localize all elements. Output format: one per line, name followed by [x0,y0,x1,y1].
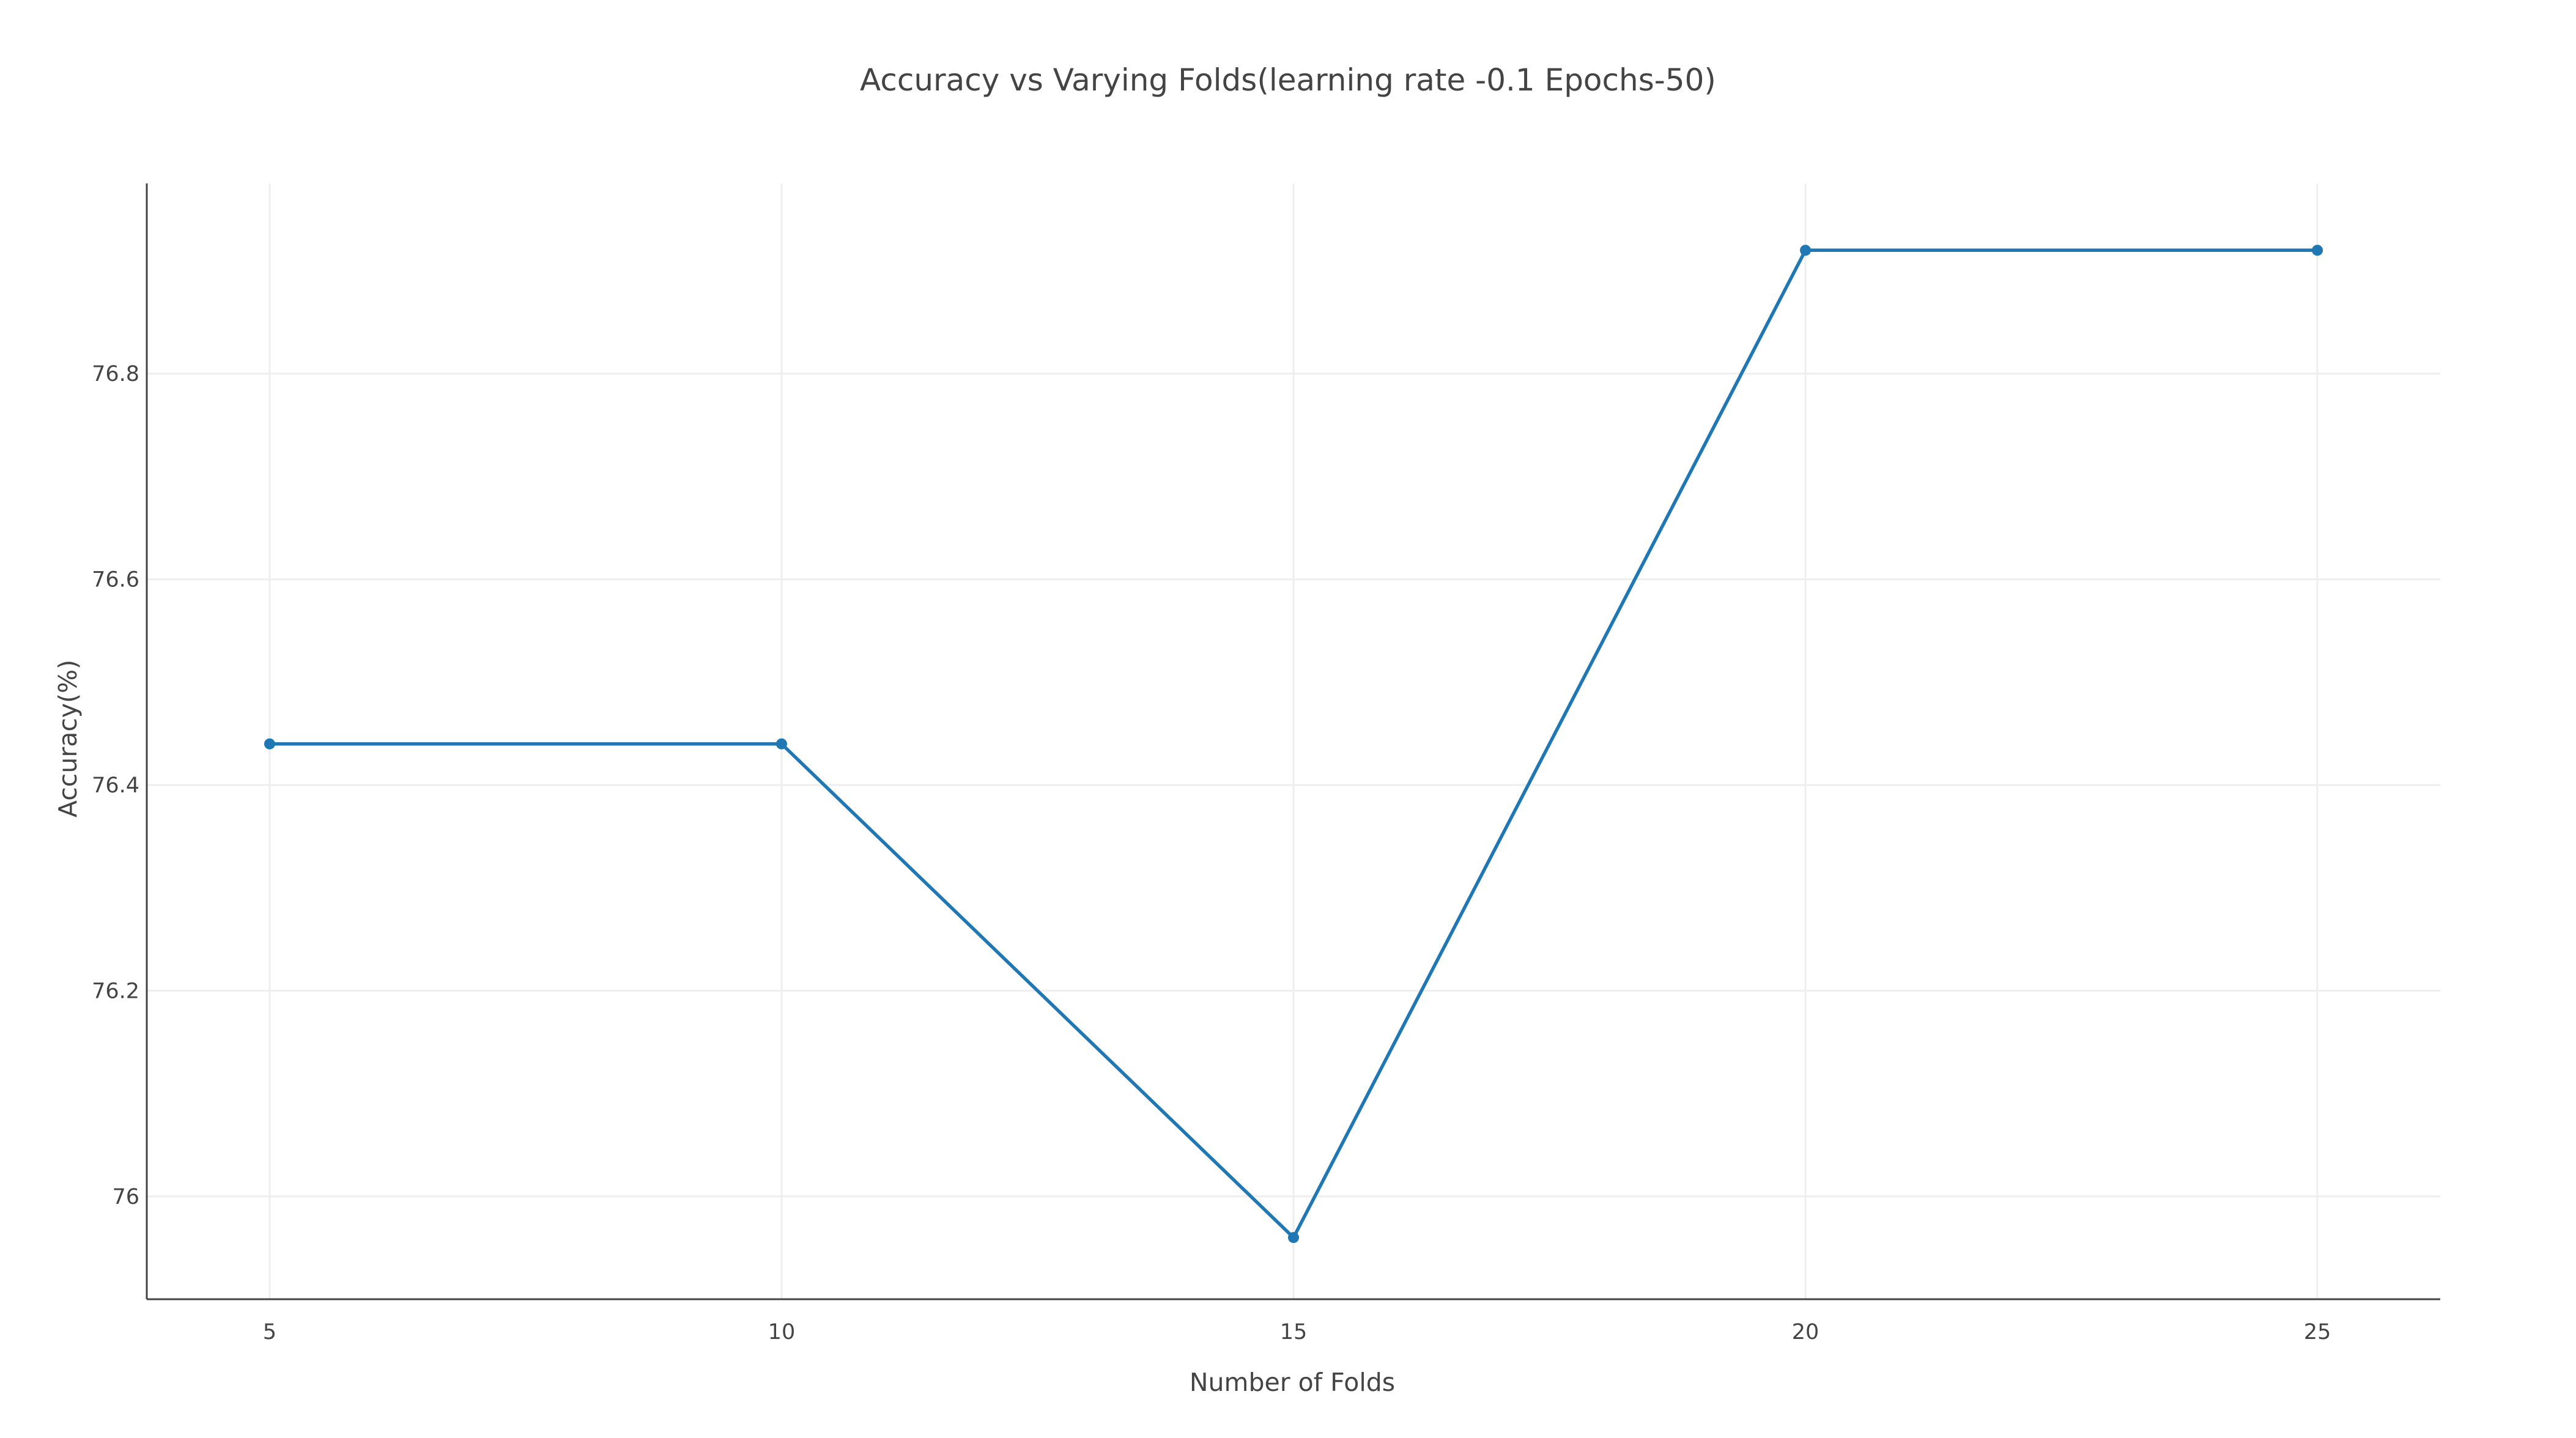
x-tick-label-1: 10 [768,1320,796,1344]
y-tick-label-2: 76.4 [92,773,139,798]
axes [146,183,2440,1300]
data-point-0-3[interactable] [1800,245,1812,256]
tick-labels: 5 10 15 20 25 76 76.2 76.4 76.6 76.8 [92,362,2331,1344]
y-tick-label-0: 76 [112,1185,139,1209]
data-point-0-4[interactable] [2312,245,2323,256]
chart-title: Accuracy vs Varying Folds(learning rate … [860,62,1716,98]
data-point-0-1[interactable] [775,738,787,750]
y-tick-label-4: 76.8 [92,362,139,386]
x-tick-label-0: 5 [263,1320,276,1344]
y-tick-label-1: 76.2 [92,979,139,1003]
x-tick-label-2: 15 [1280,1320,1308,1344]
y-tick-label-3: 76.6 [92,568,139,592]
y-axis-title: Accuracy(%) [53,660,83,817]
x-tick-label-3: 20 [1792,1320,1819,1344]
x-axis-title: Number of Folds [1190,1368,1395,1397]
data-point-0-2[interactable] [1288,1232,1299,1244]
data-point-0-0[interactable] [264,738,275,750]
grid [147,183,2440,1299]
series-layer [264,245,2323,1244]
x-tick-label-4: 25 [2304,1320,2331,1344]
